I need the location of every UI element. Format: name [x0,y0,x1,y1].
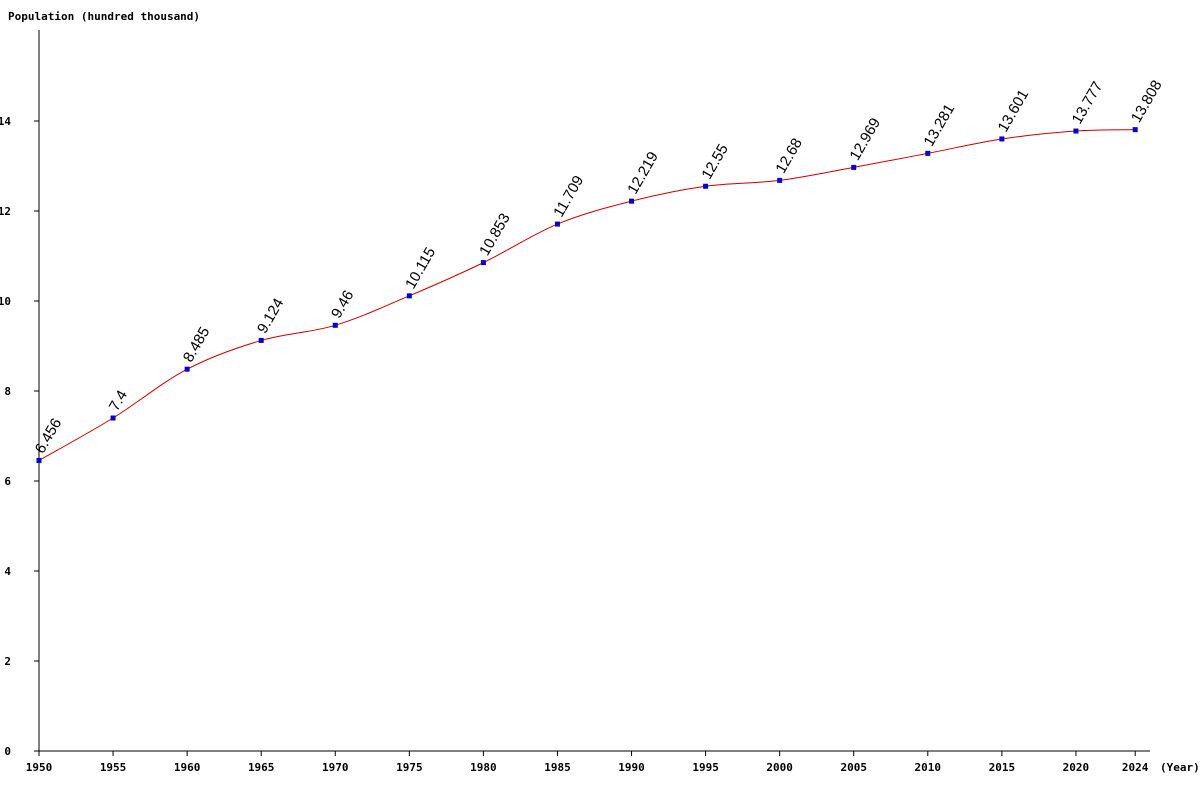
value-label: 12.219 [624,149,662,197]
value-label: 10.853 [476,210,514,258]
x-tick-label: 1985 [544,761,571,774]
value-label: 10.115 [402,245,439,292]
x-tick-label: 1955 [100,761,127,774]
value-label: 6.456 [32,415,65,456]
value-label: 11.709 [550,173,587,220]
data-point [554,221,560,227]
data-point [36,457,42,463]
data-point [1073,128,1079,134]
data-point [777,177,783,183]
data-point [703,183,709,189]
data-point [110,415,116,421]
x-tick-label: 2005 [840,761,867,774]
y-tick-label: 10 [0,295,11,308]
value-label: 7.4 [106,387,131,414]
x-tick-label: 1995 [692,761,719,774]
y-tick-label: 14 [0,115,11,128]
value-label: 12.55 [698,141,731,182]
x-tick-label: 1990 [618,761,645,774]
y-tick-label: 0 [4,745,11,758]
y-tick-label: 8 [4,385,11,398]
x-tick-label: 2020 [1063,761,1090,774]
data-point [258,337,264,343]
data-point [629,198,635,204]
value-label: 13.777 [1069,79,1107,127]
y-tick-label: 6 [4,475,11,488]
data-line [38,129,1136,461]
data-point [406,293,412,299]
x-tick-label: 2024 [1122,761,1149,774]
value-label: 9.124 [254,295,287,336]
x-tick-label: 2015 [989,761,1016,774]
value-label: 9.46 [328,288,357,322]
y-tick-label: 4 [4,565,11,578]
x-axis-label: (Year) [1160,761,1200,774]
data-point [851,164,857,170]
data-point [925,150,931,156]
data-point [999,136,1005,142]
value-label: 13.601 [995,87,1033,135]
x-tick-label: 1950 [26,761,53,774]
value-label: 12.68 [772,135,805,176]
x-tick-label: 1980 [470,761,497,774]
y-tick-label: 12 [0,205,11,218]
value-label: 13.281 [921,101,959,149]
value-label: 13.808 [1128,77,1166,125]
x-tick-label: 1975 [396,761,423,774]
data-point [184,366,190,372]
x-tick-label: 1965 [248,761,275,774]
data-point [1132,127,1138,133]
x-tick-label: 2010 [915,761,942,774]
y-axis-label: Population (hundred thousand) [8,10,200,23]
data-point [332,322,338,328]
y-tick-label: 2 [4,655,11,668]
data-point [480,260,486,266]
x-tick-label: 1970 [322,761,349,774]
x-tick-label: 2000 [766,761,793,774]
x-tick-label: 1960 [174,761,201,774]
value-label: 12.969 [846,115,884,163]
